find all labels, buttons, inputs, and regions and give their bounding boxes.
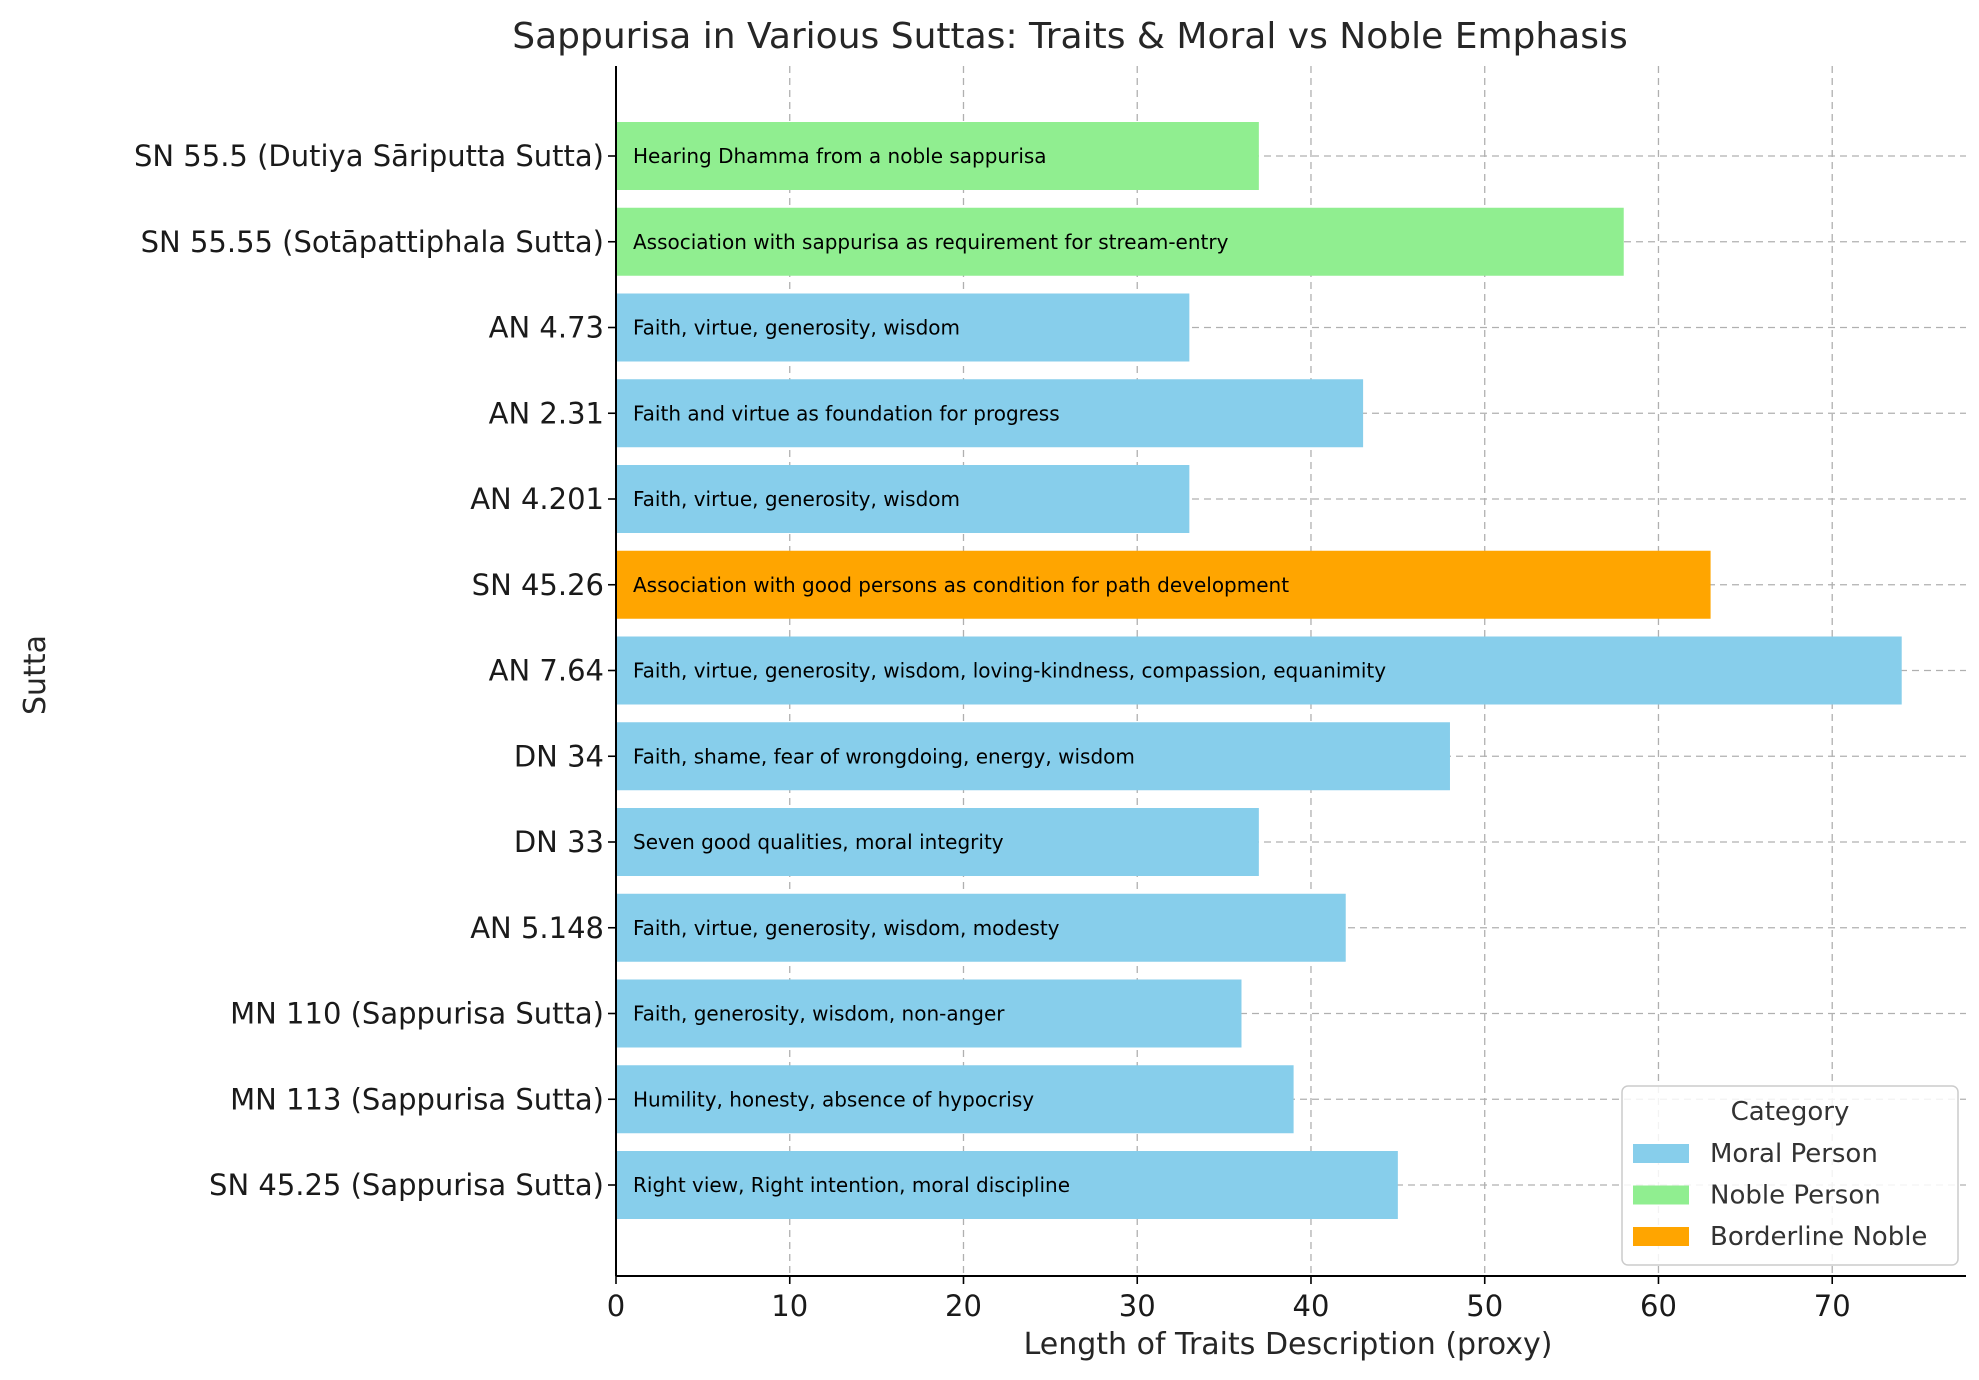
x-tick-label: 10	[771, 1289, 808, 1323]
axes: 0 10 20 30 40 50 60 70 SN 55.5 (Dutiya Sāriputta…	[134, 66, 1966, 1323]
x-tick-label: 70	[1814, 1289, 1851, 1323]
x-tick-label: 30	[1119, 1289, 1156, 1323]
bar	[616, 1151, 1398, 1219]
bar-label: Faith, shame, fear of wrongdoing, energy…	[633, 744, 1135, 768]
x-tick-label: 40	[1293, 1289, 1330, 1323]
y-tick-label: SN 55.55 (Sotāpattiphala Sutta)	[141, 225, 604, 259]
y-axis-label: Sutta	[18, 635, 53, 715]
x-tick-label: 20	[945, 1289, 982, 1323]
bar-label: Right view, Right intention, moral disci…	[633, 1173, 1070, 1197]
bar	[616, 207, 1624, 276]
legend-swatch	[1633, 1185, 1689, 1205]
bar-label: Faith, virtue, generosity, wisdom, lovin…	[633, 659, 1386, 683]
legend-swatch	[1633, 1144, 1689, 1163]
legend-entry: Moral Person	[1710, 1139, 1878, 1169]
y-tick-label: DN 33	[514, 825, 604, 859]
bar-label: Association with sappurisa as requiremen…	[633, 230, 1229, 254]
legend-frame	[1621, 1085, 1959, 1266]
bar	[616, 550, 1711, 619]
legend-title: Category	[1731, 1097, 1850, 1127]
bar	[616, 893, 1346, 962]
bar	[616, 379, 1364, 448]
x-axis-label: Length of Traits Description (proxy)	[1024, 1327, 1553, 1362]
y-tick-label: AN 4.73	[489, 311, 604, 345]
bar-label: Faith, virtue, generosity, wisdom	[633, 487, 960, 511]
legend-swatch	[1633, 1227, 1689, 1246]
y-tick-label: SN 55.5 (Dutiya Sāriputta Sutta)	[134, 139, 604, 173]
bar-label: Faith, generosity, wisdom, non-anger	[633, 1002, 1005, 1026]
bar	[616, 122, 1259, 190]
bar	[616, 979, 1242, 1048]
y-tick-label: AN 7.64	[489, 654, 604, 688]
bar-label: Hearing Dhamma from a noble sappurisa	[633, 144, 1047, 168]
x-tick-label: 0	[607, 1289, 625, 1323]
bar-label: Faith and virtue as foundation for progr…	[633, 401, 1060, 425]
bar-label: Association with good persons as conditi…	[633, 573, 1289, 597]
legend: Category Moral Person Noble Person Borderli…	[1621, 1085, 1959, 1266]
bar-label: Humility, honesty, absence of hypocrisy	[633, 1087, 1034, 1111]
bar	[616, 465, 1190, 533]
bar	[616, 636, 1902, 705]
legend-entry: Noble Person	[1710, 1181, 1881, 1211]
bar	[616, 808, 1259, 876]
x-tick-label: 50	[1466, 1289, 1503, 1323]
y-tick-label: MN 113 (Sappurisa Sutta)	[230, 1082, 604, 1116]
y-tick-label: SN 45.25 (Sappurisa Sutta)	[209, 1168, 604, 1202]
x-tick-label: 60	[1640, 1289, 1677, 1323]
legend-entry: Borderline Noble	[1710, 1222, 1927, 1252]
bar	[616, 1065, 1294, 1134]
chart-title: Sappurisa in Various Suttas: Traits & Mo…	[512, 16, 1628, 57]
bar-label: Seven good qualities, moral integrity	[633, 830, 1004, 854]
y-tick-label: AN 4.201	[470, 482, 604, 516]
bar-label: Faith, virtue, generosity, wisdom, modes…	[633, 916, 1060, 940]
y-tick-label: SN 45.26	[472, 568, 604, 602]
y-tick-label: AN 2.31	[489, 396, 604, 430]
y-tick-label: DN 34	[514, 739, 604, 773]
bar	[616, 293, 1190, 362]
bar-label: Faith, virtue, generosity, wisdom	[633, 316, 960, 340]
y-tick-label: MN 110 (Sappurisa Sutta)	[230, 997, 604, 1031]
bar	[616, 722, 1450, 791]
bars: Hearing Dhamma from a noble sappurisa Ass…	[616, 122, 1902, 1219]
y-tick-label: AN 5.148	[470, 911, 604, 945]
